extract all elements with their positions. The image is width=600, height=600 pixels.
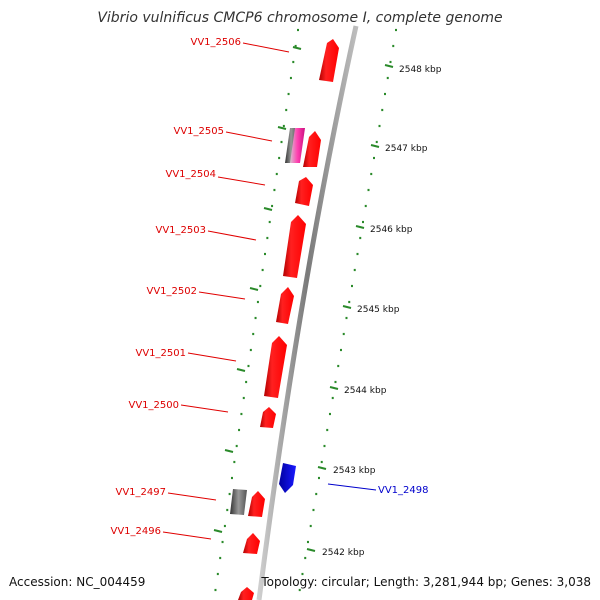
gene-arrow-vv1-2497[interactable] [248, 491, 265, 517]
gene-label-vv1-2506[interactable]: VV1_2506 [191, 37, 242, 48]
tick-mark [249, 287, 259, 291]
leader-line [187, 352, 237, 362]
leader-line [167, 492, 217, 501]
scale-label: 2546 kbp [370, 225, 413, 235]
gene-arrow-vv1-2503[interactable] [283, 215, 306, 278]
leader-line [217, 176, 266, 186]
tick-mark [370, 144, 380, 148]
gene-label-vv1-2505[interactable]: VV1_2505 [174, 126, 225, 137]
tick-mark [213, 529, 223, 533]
gene-features [230, 39, 339, 600]
tick-mark [317, 466, 327, 470]
gene-label-vv1-2498[interactable]: VV1_2498 [378, 485, 429, 496]
label-leaders [162, 42, 377, 540]
tick-mark [342, 305, 352, 309]
tick-mark [292, 46, 302, 50]
gene-block-vv1-2497-gray[interactable] [230, 489, 247, 515]
scale-label: 2543 kbp [333, 466, 376, 476]
gene-arrow-vv1-2496[interactable] [243, 533, 260, 554]
gene-label-vv1-2496[interactable]: VV1_2496 [111, 526, 162, 537]
leader-line [225, 131, 273, 142]
gene-arrow-vv1-2501[interactable] [264, 336, 287, 398]
scale-label: 2547 kbp [385, 144, 428, 154]
gene-arrow-vv1-2505[interactable] [303, 131, 321, 167]
scale-label: 2544 kbp [344, 386, 387, 396]
tick-mark [355, 225, 365, 229]
tick-mark [277, 126, 287, 130]
gene-label-vv1-2502[interactable]: VV1_2502 [147, 286, 198, 297]
scale-labels: 2548 kbp 2547 kbp 2546 kbp 2545 kbp 2544… [322, 65, 442, 558]
gene-label-vv1-2504[interactable]: VV1_2504 [166, 169, 217, 180]
scale-label: 2542 kbp [322, 548, 365, 558]
gene-label-vv1-2497[interactable]: VV1_2497 [116, 487, 167, 498]
accession-text: Accession: NC_004459 [9, 575, 146, 589]
gene-arrow-vv1-2498[interactable] [279, 463, 296, 493]
map-title: Vibrio vulnificus CMCP6 chromosome I, co… [97, 10, 503, 26]
leader-line [242, 42, 290, 53]
leader-line [162, 531, 212, 540]
gene-label-vv1-2503[interactable]: VV1_2503 [156, 225, 207, 236]
scale-ticks [213, 28, 397, 592]
tick-mark [236, 368, 246, 372]
tick-mark [263, 207, 273, 211]
tick-mark [384, 64, 394, 68]
tick-mark [306, 548, 316, 552]
tick-mark [329, 386, 339, 390]
scale-label: 2545 kbp [357, 305, 400, 315]
leader-line [207, 230, 257, 241]
gene-arrow-vv1-2504[interactable] [295, 177, 313, 206]
leader-line [198, 291, 246, 300]
gene-label-vv1-2500[interactable]: VV1_2500 [129, 400, 180, 411]
chromosome-backbone [256, 25, 359, 600]
summary-text: Topology: circular; Length: 3,281,944 bp… [261, 575, 591, 589]
leader-line [180, 404, 229, 413]
tick-mark [224, 449, 234, 453]
gene-arrow-vv1-2500[interactable] [260, 407, 276, 428]
gene-arrow-vv1-2502[interactable] [276, 287, 294, 324]
gene-labels: VV1_2506 VV1_2505 VV1_2504 VV1_2503 VV1_… [111, 37, 429, 537]
leader-line [327, 483, 377, 491]
gene-block-vv1-2505-pink[interactable] [290, 128, 305, 163]
scale-label: 2548 kbp [399, 65, 442, 75]
gene-arrow-partial[interactable] [238, 587, 254, 600]
gene-arrow-vv1-2506[interactable] [319, 39, 339, 82]
gene-label-vv1-2501[interactable]: VV1_2501 [136, 348, 187, 359]
